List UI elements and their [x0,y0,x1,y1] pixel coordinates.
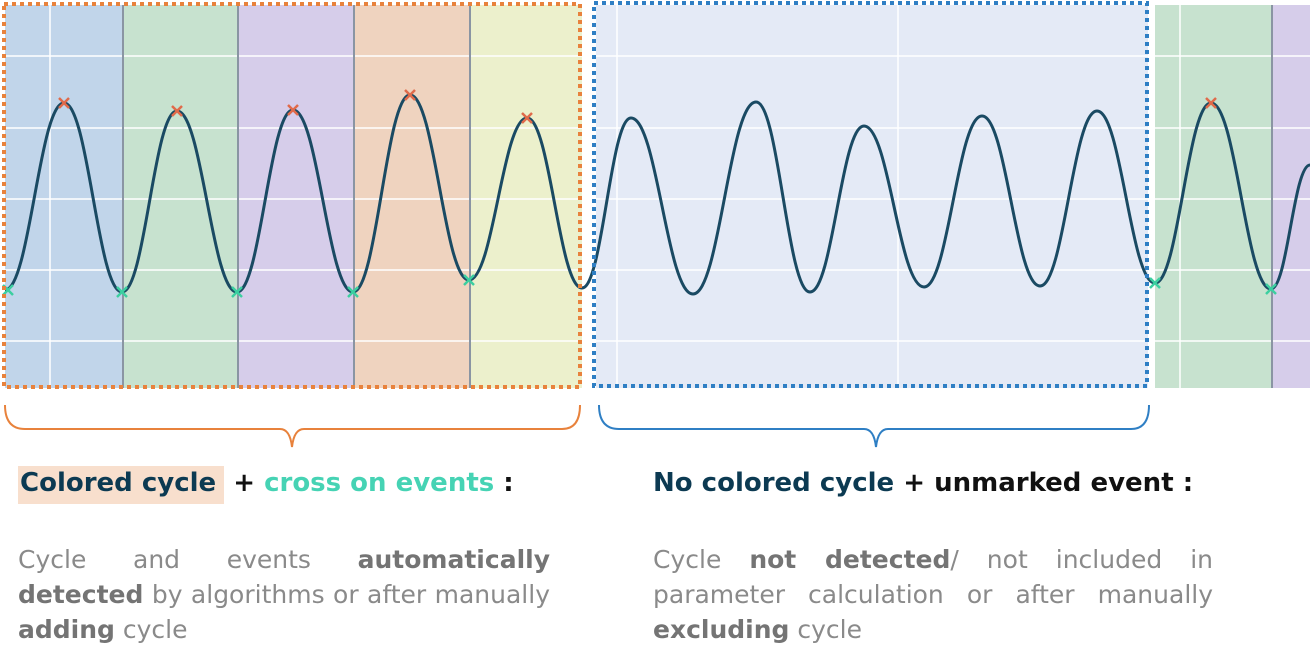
signal-curve [4,93,1310,296]
marker-stroke [231,286,243,298]
description-text: cycle [114,615,188,644]
detected-cycles-frame [2,2,582,389]
description-text: Cycle and events [18,545,358,574]
cycle-band [123,5,238,388]
no-colored-cycle-label: No colored cycle [653,468,895,498]
cycle-band [354,5,470,388]
emphasis-text: adding [18,615,115,644]
detected-caption: Colored cycle + cross on events : [18,466,514,504]
marker-stroke [347,286,359,298]
trough-event-marker [116,286,128,298]
marker-stroke [463,274,475,286]
detected-heading: Colored cycle + cross on events : [18,466,514,504]
peak-event-marker [404,89,416,101]
marker-stroke [404,89,416,101]
undetected-heading: No colored cycle + unmarked event : [653,468,1193,498]
peak-event-marker [171,105,183,117]
trough-event-marker [1149,277,1161,289]
marker-stroke [1265,283,1277,295]
peak-event-marker [521,112,533,124]
colored-cycle-label: Colored cycle [18,466,225,504]
cycle-band [1155,5,1272,388]
cycle-band [5,5,123,388]
marker-stroke [58,97,70,109]
peak-event-marker [287,104,299,116]
undetected-description: Cycle not detected/ not included in para… [653,542,1213,647]
emphasis-text: automatically detected [18,545,550,609]
marker-stroke [2,284,14,296]
description-text: by algorithms or after manually [143,580,550,609]
marker-stroke [171,105,183,117]
marker-stroke [1149,277,1161,289]
marker-stroke [116,286,128,298]
description-text: Cycle [653,545,750,574]
marker-stroke [521,112,533,124]
event-markers [2,89,1277,298]
cycle-band [1272,5,1310,388]
peak-event-marker [1205,97,1217,109]
trough-event-marker [463,274,475,286]
unmarked-event-label: unmarked event [934,468,1174,498]
left-curly-brace [4,404,581,448]
description-text: / not included in parameter calculation … [653,545,1213,609]
trough-event-marker [231,286,243,298]
marker-stroke [1205,97,1217,109]
colon: : [503,468,514,498]
cycle-band [238,5,354,388]
plus-sign: + [903,468,926,498]
signal-cycle-diagram [2,1,1310,448]
undetected-caption: No colored cycle + unmarked event : [653,468,1193,498]
cycle-band [470,5,582,388]
trough-event-marker [1265,283,1277,295]
cross-on-events-label: cross on events [264,468,495,498]
colon: : [1182,468,1194,498]
emphasis-text: not detected [749,545,951,574]
cycle-dividers [122,5,1273,388]
cycle-bands [5,5,1310,388]
description-text: cycle [789,615,862,644]
plus-sign: + [233,468,256,498]
excluded-cycles-frame [592,1,1149,388]
marker-stroke [287,104,299,116]
detected-description: Cycle and events automatically detected … [18,542,550,647]
emphasis-text: excluding [653,615,790,644]
right-curly-brace [598,404,1150,448]
cycle-band [596,5,1148,388]
trough-event-marker [347,286,359,298]
peak-event-marker [58,97,70,109]
